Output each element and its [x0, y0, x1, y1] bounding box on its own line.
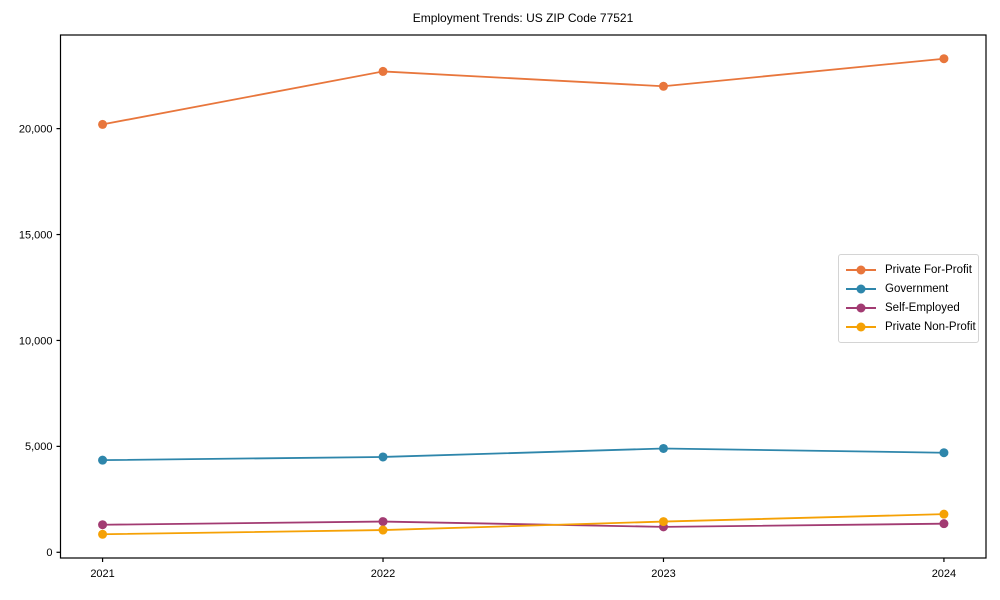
- marker-private-non-profit-2022: [378, 525, 388, 535]
- legend-label-self-employed: Self-Employed: [885, 301, 960, 314]
- legend-marker-government-icon: [846, 284, 876, 295]
- y-tick-label: 15,000: [19, 229, 53, 241]
- legend-item-government: Government: [846, 280, 970, 299]
- series-line-self-employed: [102, 520, 944, 528]
- legend-marker-private-for-profit-icon: [846, 265, 876, 276]
- marker-government-2023: [658, 443, 668, 453]
- marker-private-non-profit-2021: [98, 529, 108, 539]
- legend-marker-self-employed-icon: [846, 302, 876, 313]
- series-line-government: [102, 447, 944, 462]
- legend-label-private-non-profit: Private Non-Profit: [885, 320, 976, 333]
- legend-item-private-non-profit: Private Non-Profit: [846, 317, 976, 336]
- plot-frame: [59, 34, 987, 559]
- marker-private-for-profit-2022: [378, 66, 388, 76]
- y-tick-label: 0: [46, 547, 52, 559]
- marker-self-employed-2021: [98, 520, 108, 530]
- marker-private-non-profit-2023: [658, 517, 668, 527]
- legend: Private For-Profit Government Self-Employe…: [838, 254, 979, 343]
- x-tick-label: 2024: [932, 568, 956, 580]
- x-tick-label: 2022: [371, 568, 395, 580]
- marker-self-employed-2022: [378, 517, 388, 527]
- marker-government-2021: [98, 455, 108, 465]
- marker-private-for-profit-2021: [98, 119, 108, 129]
- chart-title: Employment Trends: US ZIP Code 77521: [412, 11, 634, 25]
- legend-dot-swatch: [856, 265, 866, 275]
- legend-dot-swatch: [856, 284, 866, 294]
- marker-government-2024: [939, 448, 949, 458]
- legend-marker-private-non-profit-icon: [846, 321, 876, 332]
- marker-private-for-profit-2023: [658, 81, 668, 91]
- legend-label-private-for-profit: Private For-Profit: [885, 264, 972, 277]
- x-tick-label: 2023: [651, 568, 675, 580]
- y-tick-label: 20,000: [19, 123, 53, 135]
- marker-private-for-profit-2024: [939, 54, 949, 64]
- x-tick-label: 2021: [90, 568, 114, 580]
- legend-label-government: Government: [885, 283, 949, 296]
- series-line-private-for-profit: [102, 57, 945, 126]
- marker-self-employed-2024: [939, 519, 949, 529]
- legend-dot-swatch: [856, 322, 866, 332]
- marker-government-2022: [378, 452, 388, 462]
- y-tick-label: 10,000: [19, 335, 53, 347]
- legend-item-private-for-profit: Private For-Profit: [846, 261, 972, 280]
- y-tick-label: 5,000: [25, 441, 53, 453]
- legend-item-self-employed: Self-Employed: [846, 299, 970, 318]
- legend-dot-swatch: [856, 303, 866, 313]
- series-line-private-non-profit: [102, 513, 944, 536]
- marker-private-non-profit-2024: [939, 509, 949, 519]
